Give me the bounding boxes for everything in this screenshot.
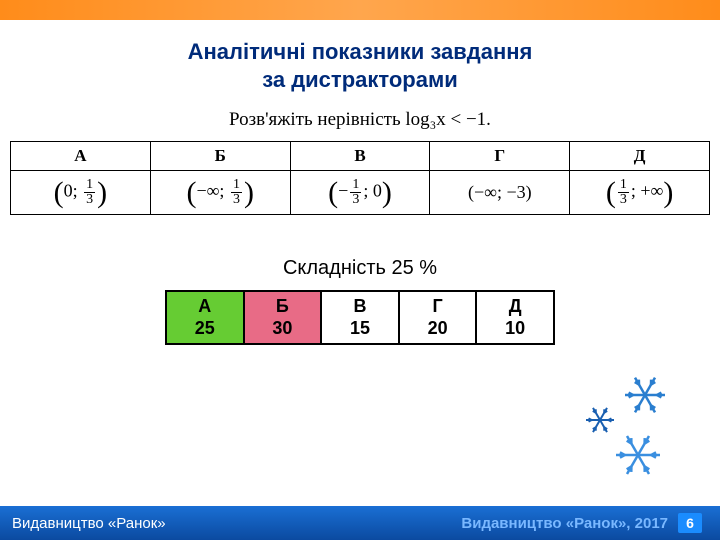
- answers-table: А Б В Г Д (0; 13) (−∞; 13) (−13; 0) (−∞;…: [10, 141, 710, 215]
- distractor-cell: Д10: [476, 291, 554, 344]
- snowflake-decoration: [560, 365, 690, 485]
- answer-cell-a: (0; 13): [11, 171, 151, 215]
- answers-header: Д: [570, 142, 710, 171]
- answers-header: Г: [430, 142, 570, 171]
- footer-right-group: Видавництво «Ранок», 2017 6: [461, 513, 702, 533]
- distractors-row: А25 Б30 В15 Г20 Д10: [166, 291, 554, 344]
- footer-bar: Видавництво «Ранок» Видавництво «Ранок»,…: [0, 506, 720, 540]
- answers-header: А: [11, 142, 151, 171]
- answer-cell-d: (−∞; −3): [430, 171, 570, 215]
- distractor-cell: Б30: [244, 291, 322, 344]
- title-line-1: Аналітичні показники завдання: [188, 39, 533, 64]
- difficulty-label: Складність 25 %: [0, 257, 720, 280]
- distractors-table: А25 Б30 В15 Г20 Д10: [165, 290, 555, 345]
- distractor-cell: А25: [166, 291, 244, 344]
- answers-header: В: [290, 142, 430, 171]
- top-orange-band: [0, 0, 720, 20]
- page-number: 6: [678, 513, 702, 533]
- footer-publisher-right: Видавництво «Ранок», 2017: [461, 515, 668, 532]
- title-line-2: за дистракторами: [262, 67, 458, 92]
- answer-cell-b: (−∞; 13): [150, 171, 290, 215]
- answers-header-row: А Б В Г Д: [11, 142, 710, 171]
- snowflake-icon: [560, 365, 690, 485]
- answer-cell-e: (13; +∞): [570, 171, 710, 215]
- distractor-cell: В15: [321, 291, 399, 344]
- page-title: Аналітичні показники завдання за дистрак…: [0, 38, 720, 93]
- problem-text: Розв'яжіть нерівність log₃x < −1.: [229, 109, 491, 130]
- answer-cell-c: (−13; 0): [290, 171, 430, 215]
- problem-statement: Розв'яжіть нерівність log₃x < −1.: [0, 109, 720, 131]
- answers-header: Б: [150, 142, 290, 171]
- answers-options-row: (0; 13) (−∞; 13) (−13; 0) (−∞; −3) (13; …: [11, 171, 710, 215]
- distractor-cell: Г20: [399, 291, 477, 344]
- footer-publisher-left: Видавництво «Ранок»: [12, 515, 166, 532]
